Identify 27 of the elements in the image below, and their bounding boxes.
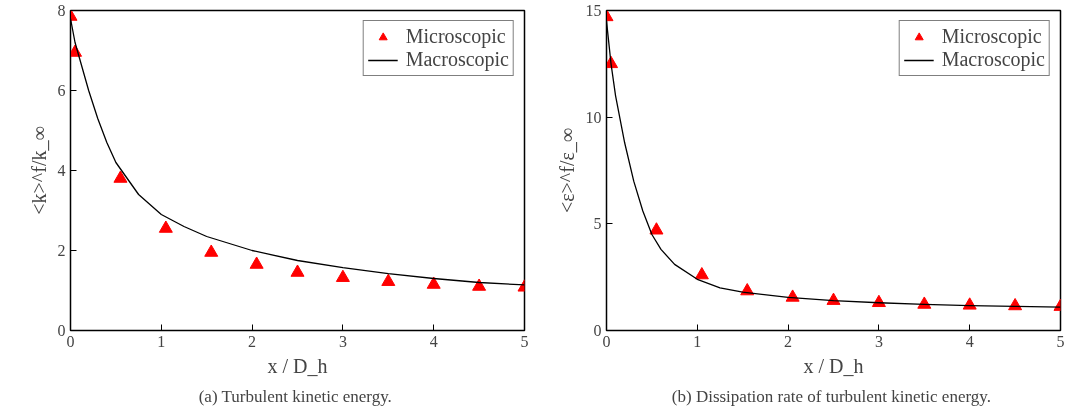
legend-label: Macroscopic (941, 48, 1045, 71)
y-tick-label: 2 (57, 242, 66, 259)
y-axis-title: <k>^f/k_∞ (27, 126, 50, 215)
x-tick-label: 3 (338, 332, 347, 350)
x-tick-label: 2 (784, 332, 793, 350)
y-tick-label: 15 (585, 2, 602, 19)
legend-label: Microscopic (941, 25, 1042, 48)
y-tick-label: 10 (585, 108, 602, 126)
x-tick-label: 2 (248, 332, 257, 350)
x-tick-label: 5 (1056, 332, 1065, 350)
y-tick-label: 6 (57, 82, 66, 99)
y-axis-title: <ε>^f/ε_∞ (555, 127, 578, 214)
x-axis-title: x / D_h (267, 354, 328, 377)
x-axis-title: x / D_h (803, 354, 864, 377)
legend-label: Macroscopic (405, 48, 509, 71)
x-tick-label: 5 (520, 332, 529, 350)
x-tick-label: 4 (965, 332, 974, 350)
y-tick-label: 8 (57, 2, 66, 19)
x-tick-label: 3 (874, 332, 883, 350)
x-tick-label: 1 (157, 332, 166, 350)
x-tick-label: 4 (429, 332, 438, 350)
y-tick-label: 5 (593, 215, 602, 233)
x-tick-label: 1 (693, 332, 702, 350)
text: (a) Turbulent kinetic energy. (198, 386, 392, 406)
legend-label: Microscopic (405, 25, 506, 48)
y-tick-label: 4 (57, 162, 66, 179)
text: (b) Dissipation rate of turbulent kinetic energy. (671, 386, 991, 406)
